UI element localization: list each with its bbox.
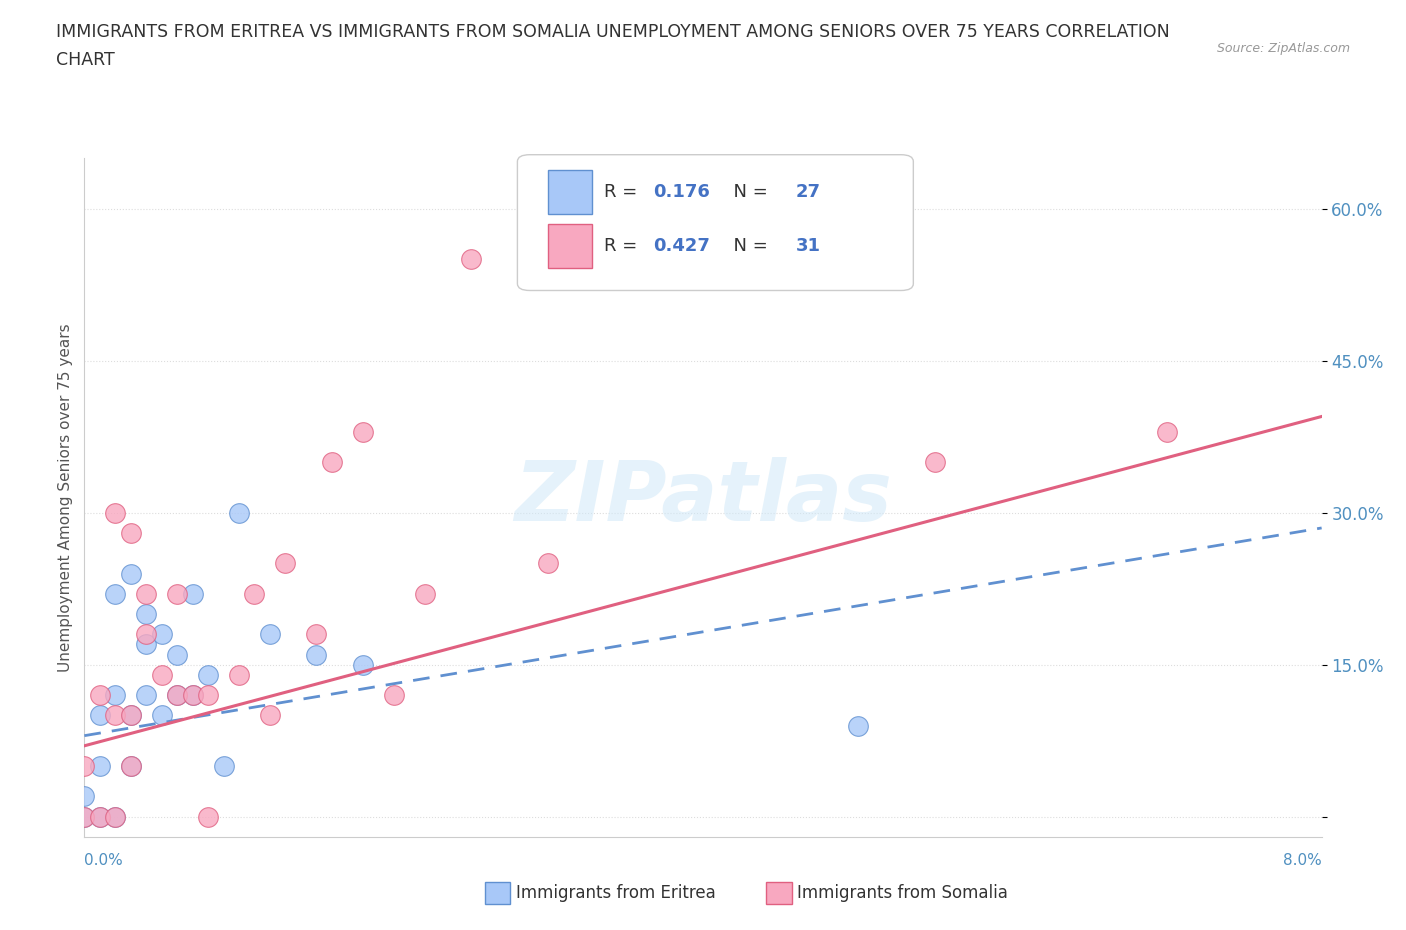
Text: Immigrants from Somalia: Immigrants from Somalia [797,884,1008,902]
Point [352,658,374,672]
Point [73,809,96,824]
Text: Source: ZipAtlas.com: Source: ZipAtlas.com [1216,42,1350,55]
Point [120,708,142,723]
Point [166,587,188,602]
Point [259,708,281,723]
Point [1156,424,1178,439]
Point [120,759,142,774]
Text: 0.176: 0.176 [654,183,710,201]
Point [321,455,343,470]
Point [89,759,111,774]
Point [104,809,127,824]
Point [382,687,405,702]
Point [104,587,127,602]
Text: N =: N = [721,183,773,201]
Point [89,687,111,702]
Point [924,455,946,470]
Point [181,587,204,602]
Point [274,556,297,571]
FancyBboxPatch shape [548,224,592,269]
Point [73,789,96,804]
Point [135,687,157,702]
Point [460,252,482,267]
Text: IMMIGRANTS FROM ERITREA VS IMMIGRANTS FROM SOMALIA UNEMPLOYMENT AMONG SENIORS OV: IMMIGRANTS FROM ERITREA VS IMMIGRANTS FR… [56,23,1170,41]
Point [352,424,374,439]
Point [305,627,328,642]
Point [104,505,127,520]
Point [104,708,127,723]
Point [89,809,111,824]
Point [228,668,250,683]
Text: 31: 31 [796,237,821,256]
Point [150,627,173,642]
Point [120,525,142,540]
FancyBboxPatch shape [517,154,914,290]
Point [89,809,111,824]
Y-axis label: Unemployment Among Seniors over 75 years: Unemployment Among Seniors over 75 years [58,324,73,671]
Point [166,687,188,702]
Point [181,687,204,702]
Text: R =: R = [605,183,643,201]
Text: ZIPatlas: ZIPatlas [515,457,891,538]
Point [73,809,96,824]
Point [228,505,250,520]
Point [120,566,142,581]
Point [150,668,173,683]
Point [243,587,266,602]
Point [846,718,869,733]
Text: N =: N = [721,237,773,256]
Point [197,668,219,683]
Point [305,647,328,662]
Text: R =: R = [605,237,643,256]
Text: CHART: CHART [56,51,115,69]
Point [120,708,142,723]
Text: 27: 27 [796,183,821,201]
Text: 0.0%: 0.0% [84,853,124,868]
Point [197,687,219,702]
Text: Immigrants from Eritrea: Immigrants from Eritrea [516,884,716,902]
Point [181,687,204,702]
Point [197,809,219,824]
Point [73,759,96,774]
Point [135,606,157,621]
Point [413,587,436,602]
Point [120,759,142,774]
FancyBboxPatch shape [548,170,592,214]
Point [104,809,127,824]
Point [212,759,235,774]
Point [135,637,157,652]
Point [150,708,173,723]
Text: 8.0%: 8.0% [1282,853,1322,868]
Point [135,627,157,642]
Point [166,687,188,702]
Point [166,647,188,662]
Point [259,627,281,642]
Point [89,708,111,723]
Text: 0.427: 0.427 [654,237,710,256]
Point [135,587,157,602]
Point [537,556,560,571]
Point [104,687,127,702]
